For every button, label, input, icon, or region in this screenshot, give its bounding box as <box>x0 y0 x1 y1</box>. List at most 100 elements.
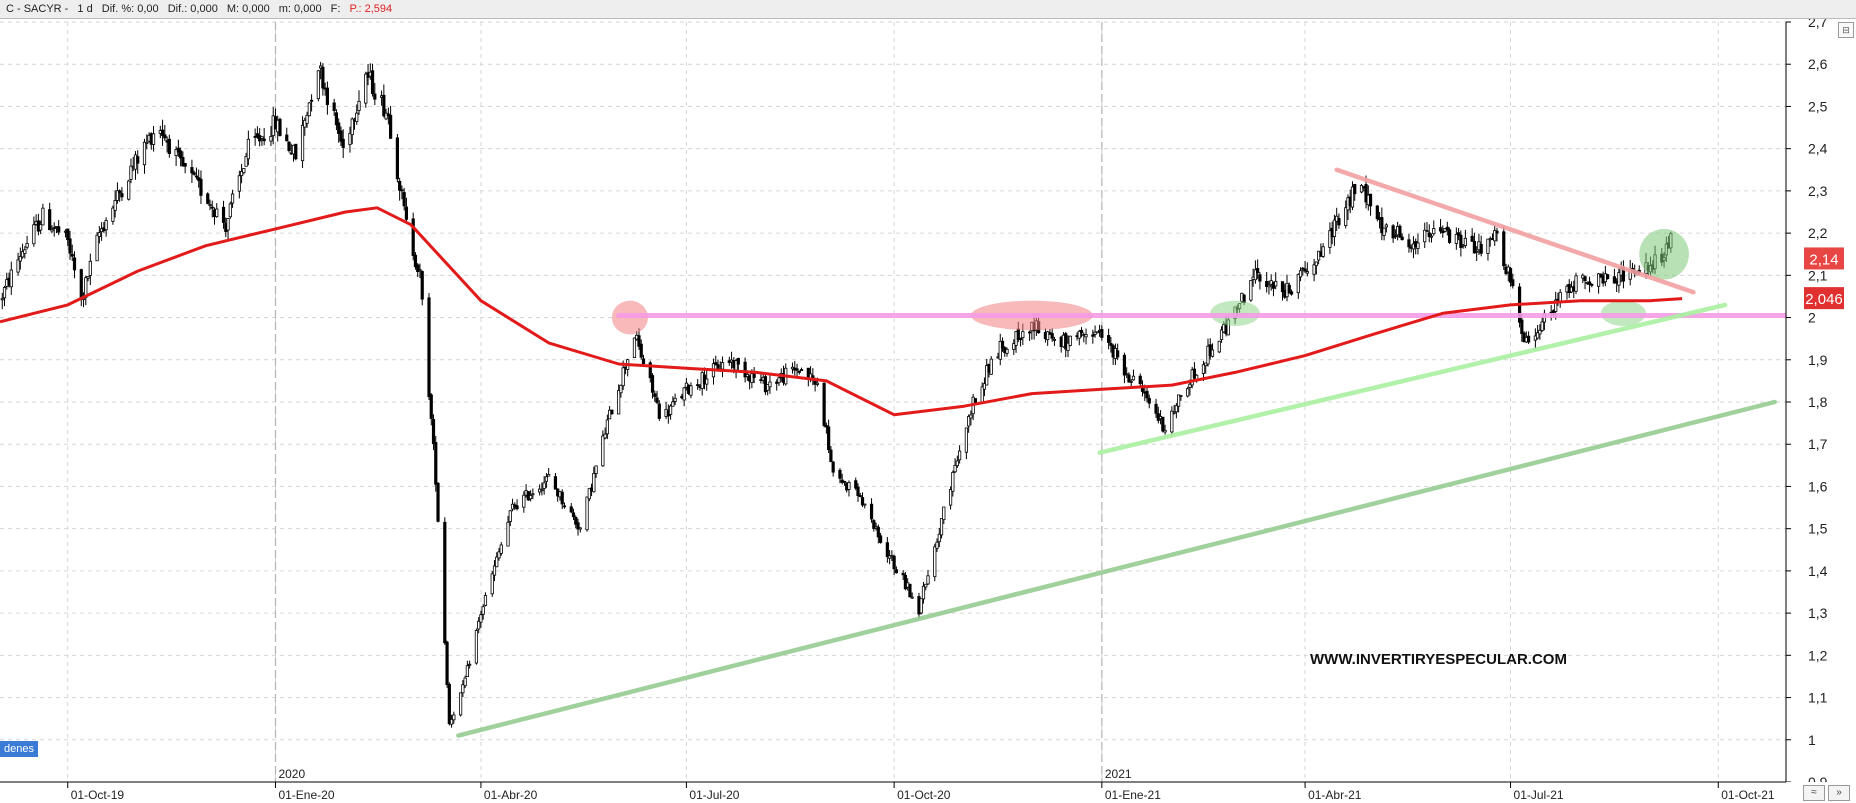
candle-body <box>461 684 465 694</box>
candle <box>1179 394 1183 401</box>
candle-body <box>389 114 393 139</box>
candle-body <box>797 370 801 373</box>
candle-body <box>508 510 512 522</box>
candle-body <box>115 190 120 201</box>
candle-body <box>1296 274 1300 294</box>
chart-options-icon[interactable]: ⊟ <box>1838 22 1854 38</box>
price-badge-label: 2,046 <box>1805 291 1843 308</box>
candle-body <box>1344 207 1348 226</box>
candle <box>571 508 576 521</box>
candle-body <box>1479 243 1483 254</box>
orders-tag[interactable]: denes <box>0 741 38 757</box>
candle <box>386 107 390 125</box>
candle-body <box>129 165 133 180</box>
candle <box>420 270 424 306</box>
candle-body <box>1179 395 1183 397</box>
candle <box>1068 335 1072 347</box>
candle <box>766 384 770 396</box>
candle <box>1520 314 1524 342</box>
candle-body <box>824 425 828 428</box>
trendline-downtrend <box>1334 167 1696 295</box>
candle-body <box>443 521 447 644</box>
candle <box>673 393 677 405</box>
candle <box>1380 207 1384 241</box>
candle <box>370 63 375 97</box>
candle-body <box>1398 225 1402 238</box>
candle <box>260 136 264 146</box>
candle <box>1131 369 1136 381</box>
candle-body <box>608 409 612 420</box>
candle-body <box>653 393 657 397</box>
candle <box>181 151 185 167</box>
candle-body <box>1289 291 1294 295</box>
candle <box>57 220 61 236</box>
candle <box>522 491 526 513</box>
candle <box>1314 261 1318 275</box>
candle <box>1393 229 1397 239</box>
candle-body <box>1122 354 1127 376</box>
candle-body <box>321 66 325 89</box>
price-badge: 2,046 <box>1804 287 1844 310</box>
zoom-icon[interactable]: ≈ <box>1803 785 1825 801</box>
candle-body <box>190 167 194 174</box>
candle <box>208 199 212 211</box>
candle-body <box>937 533 941 543</box>
price-badge-box <box>1804 247 1844 270</box>
candle <box>998 333 1002 366</box>
price-label: P.: 2,594 <box>349 3 393 15</box>
candle-body <box>989 358 993 375</box>
candle <box>1138 373 1142 388</box>
candle <box>1174 403 1178 419</box>
candle-body <box>68 238 72 254</box>
candle-body <box>908 583 912 598</box>
candle <box>163 124 167 141</box>
candle-body <box>278 118 282 136</box>
candle-body <box>194 175 199 178</box>
candle <box>608 406 612 420</box>
candle-body <box>933 546 937 578</box>
scroll-right-icon[interactable]: » <box>1828 785 1850 801</box>
candle <box>1495 227 1499 242</box>
candle-body <box>585 496 589 531</box>
candle <box>714 355 718 366</box>
candle <box>221 200 226 229</box>
candle <box>1012 339 1016 356</box>
candle-body <box>856 486 860 497</box>
candle <box>52 222 56 237</box>
candle <box>350 117 354 145</box>
candle-body <box>384 112 388 120</box>
interval-label[interactable]: 1 d <box>77 3 93 15</box>
candle <box>908 583 912 598</box>
candle-body <box>1145 390 1149 399</box>
candle <box>2 285 7 307</box>
candle <box>1359 183 1364 194</box>
candle <box>48 202 52 231</box>
candle-body <box>655 397 659 403</box>
y-tick-label: 1,1 <box>1808 690 1828 706</box>
candle <box>269 126 273 146</box>
candle <box>1154 398 1158 418</box>
candle-body <box>1084 334 1088 338</box>
candle <box>967 414 971 433</box>
candle <box>1398 224 1402 238</box>
candle-body <box>497 551 501 559</box>
candle <box>167 134 171 158</box>
candle <box>933 543 937 582</box>
candle-body <box>1100 329 1104 338</box>
x-axis: 01-Oct-19 01-Ene-20 01-Abr-20 01-Jul-20 01-O… <box>0 767 1856 803</box>
candle-body <box>847 482 851 490</box>
candle-body <box>529 495 533 500</box>
candle <box>924 583 928 591</box>
candle-body <box>499 544 503 554</box>
candle-body <box>1463 237 1467 247</box>
candle <box>885 536 889 563</box>
candle-body <box>574 516 578 525</box>
candle-body <box>1109 343 1113 346</box>
candle <box>982 377 987 397</box>
candle-body <box>605 419 609 435</box>
candle <box>190 159 194 184</box>
candle-body <box>547 474 551 477</box>
candle <box>337 118 341 143</box>
candle-body <box>1125 373 1129 376</box>
candle <box>1249 280 1253 302</box>
